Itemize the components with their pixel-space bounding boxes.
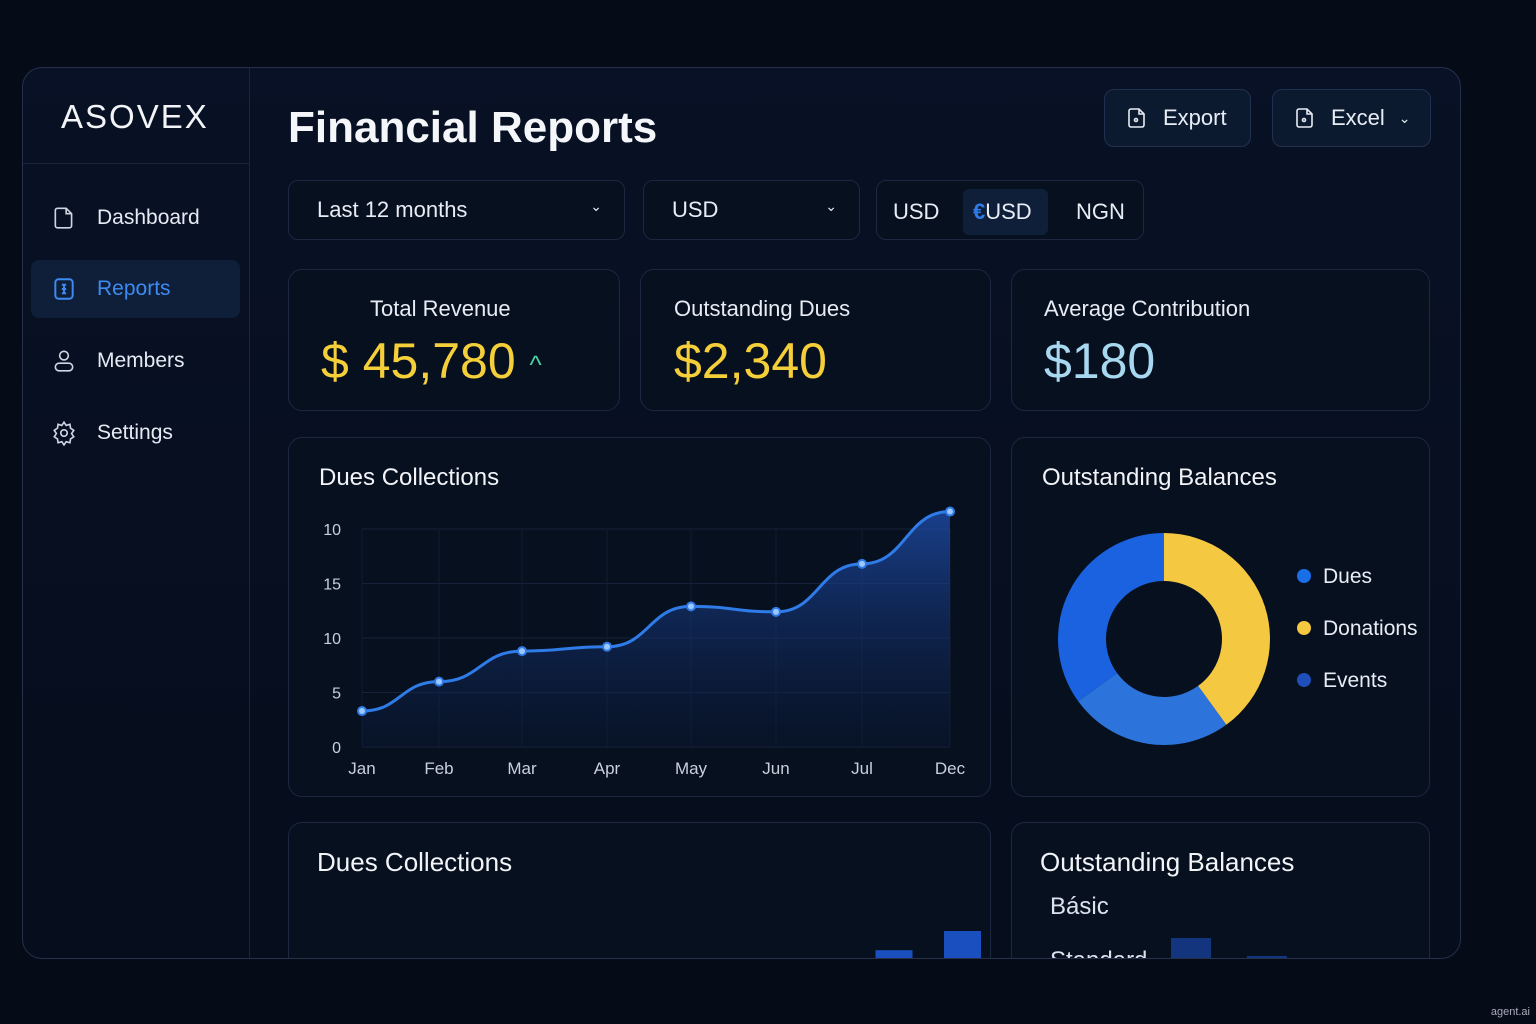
kpi-label: Outstanding Dues xyxy=(674,296,851,321)
period-value: Last 12 months xyxy=(317,197,468,222)
file-icon xyxy=(1296,108,1313,128)
chevron-down-icon: ⌄ xyxy=(1398,109,1411,126)
x-tick-label: Apr xyxy=(594,759,621,778)
export-button[interactable]: Export xyxy=(1104,89,1251,147)
sidebar-item-reports[interactable]: Reports xyxy=(31,260,240,318)
data-point xyxy=(771,606,781,617)
sidebar-item-settings[interactable]: Settings xyxy=(31,404,240,462)
app-window: ASOVEX Dashboard Reports Members Setting… xyxy=(22,67,1461,959)
dues-line-chart: 10 15 10 5 0 Jan Feb Mar Apr May Jun Jul Dec xyxy=(323,506,966,778)
euro-icon: € xyxy=(973,199,986,224)
legend-swatch xyxy=(1297,673,1311,687)
chart-title: Outstanding Balances xyxy=(1040,847,1295,877)
kpi-value-text: $ 45,780 xyxy=(321,333,516,389)
legend-swatch xyxy=(1297,621,1311,635)
toggle-eusd[interactable]: € USD xyxy=(963,189,1048,235)
sidebar-item-members[interactable]: Members xyxy=(31,332,240,390)
user-icon xyxy=(54,350,74,372)
y-tick-label: 0 xyxy=(332,740,341,757)
x-tick-label: Mar xyxy=(507,759,537,778)
x-tick-label: Jul xyxy=(851,759,873,778)
toggle-label: USD xyxy=(985,199,1032,224)
chart-title: Outstanding Balances xyxy=(1042,464,1277,491)
legend-label: Events xyxy=(1323,669,1387,692)
export-label: Export xyxy=(1163,105,1227,130)
file-icon xyxy=(1128,108,1145,128)
pie-slice xyxy=(1058,533,1164,702)
data-point xyxy=(517,646,527,657)
kpi-value: $180 xyxy=(1044,333,1156,389)
currency-toggle: USD € USD NGN xyxy=(876,180,1144,240)
legend-label: Dues xyxy=(1323,565,1372,588)
logo: ASOVEX xyxy=(61,98,209,135)
bar xyxy=(1247,955,1287,958)
toggle-ngn[interactable]: NGN xyxy=(1076,199,1125,224)
data-point xyxy=(434,676,444,687)
x-tick-label: Jun xyxy=(762,759,789,778)
kpi-outstanding-dues: Outstanding Dues $2,340 xyxy=(640,269,991,411)
kpi-value: $2,340 xyxy=(674,333,827,389)
sidebar-item-label: Reports xyxy=(97,277,171,300)
category-label: Standard xyxy=(1050,947,1147,958)
legend-label: Donations xyxy=(1323,617,1418,640)
kpi-label: Average Contribution xyxy=(1044,296,1251,321)
page-title: Financial Reports xyxy=(288,103,658,152)
dues-line-card: Dues Collections 10 15 10 5 0 Jan Feb Mar Apr May… xyxy=(288,437,991,797)
x-tick-label: Feb xyxy=(424,759,453,778)
balances-bar-chart xyxy=(1171,938,1287,958)
x-tick-label: Jan xyxy=(348,759,375,778)
kpi-value: $ 45,780 ^ xyxy=(321,332,542,390)
sidebar-item-label: Dashboard xyxy=(97,206,200,229)
legend-swatch xyxy=(1297,569,1311,583)
balances-donut-chart: Dues Donations Events xyxy=(1058,533,1418,745)
y-tick-label: 10 xyxy=(323,631,341,648)
data-point xyxy=(945,506,955,517)
balances-bar-card: Outstanding Balances Básic Standard xyxy=(1011,822,1430,958)
data-point xyxy=(857,558,867,569)
dues-bar-card: Dues Collections xyxy=(288,822,991,958)
chevron-down-icon: ⌄ xyxy=(590,197,602,214)
bar xyxy=(875,950,913,958)
format-label: Excel xyxy=(1331,105,1385,130)
data-point xyxy=(602,641,612,652)
kpi-label: Total Revenue xyxy=(370,296,511,321)
trend-up-icon: ^ xyxy=(529,349,542,380)
category-label: Básic xyxy=(1050,893,1109,920)
format-dropdown[interactable]: Excel ⌄ xyxy=(1272,89,1431,147)
pie-slice xyxy=(1078,673,1227,745)
chevron-down-icon: ⌄ xyxy=(825,197,837,214)
toggle-usd[interactable]: USD xyxy=(893,199,940,224)
sidebar: ASOVEX Dashboard Reports Members Setting… xyxy=(23,68,250,958)
bar xyxy=(1171,938,1211,958)
balances-donut-card: Outstanding Balances Dues Donations Events xyxy=(1011,437,1430,797)
watermark: agent.ai xyxy=(1490,1006,1530,1018)
dues-bar-chart xyxy=(875,931,981,958)
chart-title: Dues Collections xyxy=(319,464,500,491)
kpi-total-revenue: Total Revenue $ 45,780 ^ xyxy=(288,269,620,411)
sidebar-item-label: Members xyxy=(97,349,185,372)
x-tick-label: May xyxy=(675,759,708,778)
currency-select[interactable]: USD ⌄ xyxy=(643,180,860,240)
y-tick-label: 10 xyxy=(323,522,341,539)
area-fill xyxy=(362,511,950,747)
gear-icon xyxy=(53,420,75,446)
divider xyxy=(23,163,250,164)
data-point xyxy=(686,601,696,612)
period-select[interactable]: Last 12 months ⌄ xyxy=(288,180,625,240)
kpi-average-contribution: Average Contribution $180 xyxy=(1011,269,1430,411)
currency-value: USD xyxy=(672,197,719,222)
sidebar-item-dashboard[interactable]: Dashboard xyxy=(31,189,240,247)
chart-title: Dues Collections xyxy=(317,847,513,877)
document-icon xyxy=(54,207,73,229)
bar xyxy=(944,931,981,958)
sidebar-item-label: Settings xyxy=(97,421,173,444)
report-icon xyxy=(54,278,74,300)
pie-slice xyxy=(1164,533,1270,725)
y-tick-label: 5 xyxy=(332,686,341,703)
x-tick-label: Dec xyxy=(935,759,966,778)
data-point xyxy=(357,706,367,717)
y-tick-label: 15 xyxy=(323,577,341,594)
